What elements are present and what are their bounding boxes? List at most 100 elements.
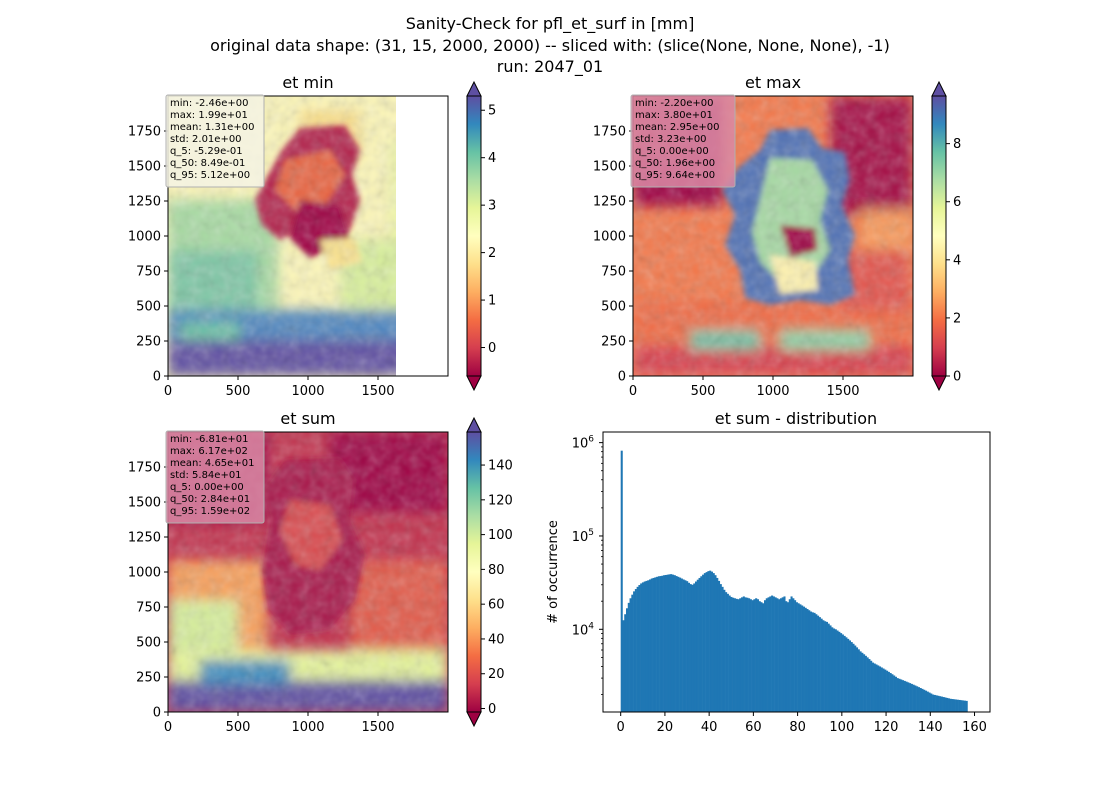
stats-line: mean: 1.31e+00 [170, 122, 254, 133]
histogram-bar [940, 696, 943, 712]
y-tick: 104 [572, 621, 603, 638]
colorbar-tick: 6 [946, 195, 961, 210]
colorbar-tick-label: 40 [488, 632, 505, 647]
stats-line: min: -2.46e+00 [170, 98, 249, 109]
histogram-bar [753, 599, 756, 712]
histogram-bar [783, 596, 786, 712]
colorbar-gradient [466, 431, 482, 713]
colorbar-tick: 2 [946, 311, 961, 326]
y-tick-label: 0 [618, 370, 626, 385]
histogram-bar [889, 673, 892, 712]
histogram-bar [790, 596, 793, 712]
x-tick: 1000 [291, 376, 325, 399]
x-tick: 500 [226, 712, 250, 735]
histogram-bar [792, 598, 795, 712]
histogram-bar [795, 602, 798, 712]
colorbar-tick-label: 100 [488, 528, 513, 543]
histogram-bar [955, 699, 958, 712]
stats-line: q_50: 8.49e-01 [170, 158, 245, 169]
stats-line: std: 3.23e+00 [635, 134, 707, 145]
histogram-bar [703, 573, 706, 712]
histogram-bar [730, 596, 733, 712]
histogram-bar [871, 662, 874, 712]
histogram-bar [825, 621, 828, 712]
stats-line: min: -6.81e+01 [170, 434, 249, 445]
colorbar-tick-label: 0 [488, 341, 496, 356]
histogram-bar [887, 671, 890, 712]
histogram-bar [910, 683, 913, 712]
histogram-bar [737, 599, 740, 712]
histogram-bar [686, 581, 689, 712]
x-tick-label: 0 [629, 384, 637, 399]
x-tick-label: 80 [789, 720, 806, 735]
histogram-bar [806, 609, 809, 712]
y-tick: 0 [153, 706, 168, 721]
colorbar-tick-label: 4 [953, 253, 961, 268]
y-tick-label: 750 [601, 265, 626, 280]
histogram-bar [811, 612, 814, 712]
histogram-bar [666, 574, 669, 712]
histogram-bar [882, 668, 885, 712]
stats-line: q_50: 2.84e+01 [170, 494, 250, 505]
colorbar-extend-min [931, 375, 947, 392]
histogram-bar [947, 698, 951, 712]
histogram-bar [958, 699, 961, 712]
histogram-bar [843, 635, 846, 712]
stats-box-background [165, 430, 265, 524]
stats-line: max: 3.80e+01 [635, 110, 713, 121]
y-ticks: 0 250 500 750 1000 1250 1500 1750 [593, 125, 633, 385]
histogram-bar [647, 580, 650, 712]
histogram-bar [850, 642, 853, 712]
y-tick: 750 [136, 601, 168, 616]
y-tick-label: 1750 [128, 461, 161, 476]
histogram-bar [801, 605, 804, 712]
y-tick-label: 1000 [593, 230, 626, 245]
histogram-bar [866, 657, 869, 712]
histogram-bar [696, 579, 699, 712]
histogram-bar [946, 697, 949, 712]
y-tick-label: 0 [153, 370, 161, 385]
y-tick-label: 250 [601, 335, 626, 350]
y-tick-label: 105 [572, 528, 594, 545]
histogram-bar [751, 600, 754, 712]
y-tick: 1750 [593, 125, 633, 140]
x-tick-label: 500 [691, 384, 716, 399]
histogram-bar [836, 630, 839, 712]
x-tick-label: 0 [164, 720, 172, 735]
stats-line: q_95: 9.64e+00 [635, 170, 715, 181]
histogram-bar [679, 577, 682, 712]
histogram-bar [723, 589, 726, 712]
y-tick: 1000 [128, 566, 168, 581]
y-tick-label: 750 [136, 265, 161, 280]
colorbar-tick: 40 [481, 632, 505, 647]
histogram-bar [760, 602, 763, 712]
x-tick-label: 60 [745, 720, 762, 735]
stats-line: q_95: 5.12e+00 [170, 170, 250, 181]
x-tick-label: 140 [918, 720, 943, 735]
colorbar-tick-label: 2 [488, 246, 496, 261]
colorbar-tick-label: 1 [488, 294, 496, 309]
histogram-bar [884, 669, 887, 712]
histogram-bar [633, 591, 636, 712]
colorbar-tick: 100 [481, 528, 513, 543]
y-tick: 0 [618, 370, 633, 385]
stats-line: min: -2.20e+00 [635, 98, 714, 109]
colorbar-tick-label: 6 [953, 195, 961, 210]
histogram-bar [721, 586, 724, 712]
histogram-bar [951, 699, 954, 712]
histogram-bar [719, 584, 722, 712]
histogram-bar [710, 571, 713, 712]
colorbar-tick-label: 120 [488, 493, 513, 508]
y-tick-label: 500 [136, 636, 161, 651]
histogram-bar [767, 597, 770, 712]
histogram-bar [932, 694, 935, 712]
histogram-bar [769, 596, 772, 712]
y-tick: 500 [136, 636, 168, 651]
x-tick-label: 1500 [361, 720, 394, 735]
histogram-bar [930, 693, 933, 712]
histogram-bar [656, 576, 659, 712]
y-tick: 0 [153, 370, 168, 385]
colorbar-tick-label: 0 [488, 702, 496, 717]
